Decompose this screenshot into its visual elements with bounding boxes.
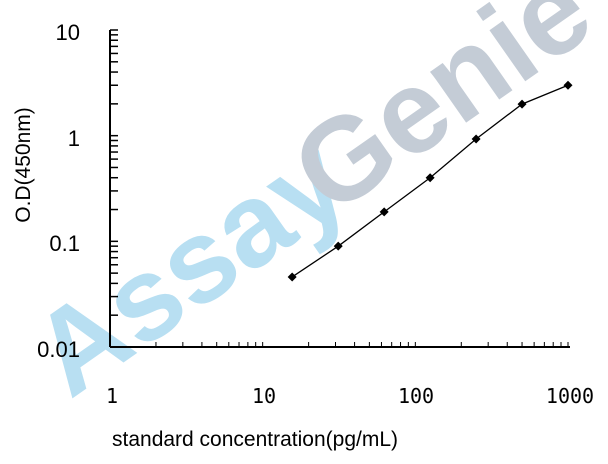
data-point-diamond bbox=[379, 207, 389, 217]
data-point-diamond bbox=[517, 99, 527, 109]
tick-labels: 10 1 0.1 0.01 1 10 100 1000 bbox=[37, 20, 594, 408]
axes bbox=[109, 29, 570, 348]
y-tick-0.01: 0.01 bbox=[37, 337, 80, 362]
y-tick-0.1: 0.1 bbox=[49, 231, 80, 256]
y-tick-10: 10 bbox=[56, 20, 80, 45]
data-point-diamond bbox=[563, 80, 573, 90]
data-point-diamond bbox=[333, 241, 343, 251]
x-tick-1000: 1000 bbox=[546, 384, 594, 408]
x-tick-100: 100 bbox=[398, 384, 434, 408]
data-point-diamond bbox=[287, 272, 297, 282]
data-point-diamond bbox=[471, 134, 481, 144]
watermark-genie: Genie bbox=[270, 0, 608, 239]
y-tick-1: 1 bbox=[68, 126, 80, 151]
x-tick-1: 1 bbox=[106, 384, 118, 408]
y-axis-title: O.D(450nm) bbox=[12, 107, 35, 223]
x-tick-10: 10 bbox=[252, 384, 276, 408]
watermark: Assay Genie bbox=[9, 0, 608, 421]
data-series bbox=[287, 80, 573, 282]
x-axis-title: standard concentration(pg/mL) bbox=[112, 428, 398, 451]
data-point-diamond bbox=[425, 173, 435, 183]
